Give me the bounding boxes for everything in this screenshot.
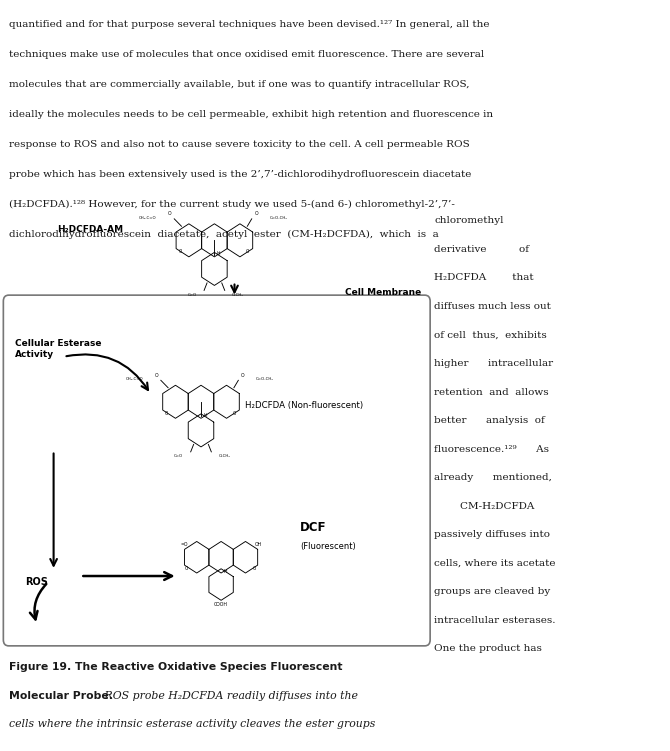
Text: H: H	[203, 412, 207, 418]
Text: CH₃-C=O: CH₃-C=O	[125, 378, 143, 382]
Text: Cellular Esterase
Activity: Cellular Esterase Activity	[15, 339, 101, 359]
Text: Molecular Probe.: Molecular Probe.	[9, 691, 113, 701]
Text: ROS probe H₂DCFDA readily diffuses into the: ROS probe H₂DCFDA readily diffuses into …	[101, 691, 358, 701]
Text: H₂DCFDA        that: H₂DCFDA that	[434, 273, 534, 282]
Text: Cl: Cl	[165, 411, 170, 416]
Text: already      mentioned,: already mentioned,	[434, 473, 552, 482]
Text: H: H	[216, 251, 220, 256]
Text: ideally the molecules needs to be cell permeable, exhibit high retention and flu: ideally the molecules needs to be cell p…	[9, 110, 493, 119]
Text: Cl: Cl	[246, 249, 250, 255]
Text: OH: OH	[255, 542, 262, 547]
Text: O: O	[255, 211, 258, 216]
Text: O-CH₃: O-CH₃	[232, 292, 244, 297]
Text: (H₂DCFDA).¹²⁸ However, for the current study we used 5-(and 6-) chloromethyl-2’,: (H₂DCFDA).¹²⁸ However, for the current s…	[9, 200, 454, 209]
Text: Cl: Cl	[232, 411, 237, 416]
Text: Cl: Cl	[179, 249, 183, 255]
Text: passively diffuses into: passively diffuses into	[434, 530, 550, 539]
Text: Figure 19. The Reactive Oxidative Species Fluorescent: Figure 19. The Reactive Oxidative Specie…	[9, 662, 342, 672]
Text: Cell Membrane: Cell Membrane	[345, 288, 421, 297]
Text: C=O-CH₃: C=O-CH₃	[269, 216, 287, 220]
Text: diffuses much less out: diffuses much less out	[434, 302, 551, 311]
Text: Cl: Cl	[253, 566, 257, 571]
Text: probe which has been extensively used is the 2’,7’-dichlorodihydrofluorescein di: probe which has been extensively used is…	[9, 170, 471, 179]
Text: cells, where its acetate: cells, where its acetate	[434, 559, 555, 568]
Text: CH₃-C=O: CH₃-C=O	[139, 216, 157, 220]
Text: H₂DCFDA (Non-fluorescent): H₂DCFDA (Non-fluorescent)	[245, 401, 362, 410]
Text: derivative          of: derivative of	[434, 245, 529, 254]
Text: H: H	[223, 569, 226, 574]
Text: chloromethyl: chloromethyl	[434, 216, 504, 225]
Text: C=O-CH₃: C=O-CH₃	[256, 378, 274, 382]
Text: (Fluorescent): (Fluorescent)	[300, 542, 356, 551]
Text: DCF: DCF	[300, 520, 327, 534]
Text: molecules that are commercially available, but if one was to quantify intracellu: molecules that are commercially availabl…	[9, 80, 469, 89]
Text: =O: =O	[180, 542, 188, 547]
Text: H₂DCFDA-AM: H₂DCFDA-AM	[57, 225, 123, 234]
Text: C=O: C=O	[188, 292, 197, 297]
Text: O: O	[155, 372, 158, 378]
Text: techniques make use of molecules that once oxidised emit fluorescence. There are: techniques make use of molecules that on…	[9, 50, 484, 59]
Text: O-CH₃: O-CH₃	[218, 454, 230, 458]
Text: intracellular esterases.: intracellular esterases.	[434, 616, 555, 625]
Text: C=O: C=O	[174, 454, 184, 458]
Text: O: O	[168, 211, 172, 216]
Text: response to ROS and also not to cause severe toxicity to the cell. A cell permea: response to ROS and also not to cause se…	[9, 140, 470, 149]
Text: better      analysis  of: better analysis of	[434, 416, 545, 425]
Text: cells where the intrinsic esterase activity cleaves the ester groups: cells where the intrinsic esterase activ…	[9, 719, 375, 729]
Text: of cell  thus,  exhibits: of cell thus, exhibits	[434, 330, 547, 339]
Text: O: O	[241, 372, 245, 378]
Text: Cl: Cl	[185, 566, 189, 571]
Text: CM-H₂DCFDA: CM-H₂DCFDA	[434, 502, 535, 511]
Text: higher      intracellular: higher intracellular	[434, 359, 553, 368]
Text: One the product has: One the product has	[434, 644, 542, 653]
Text: retention  and  allows: retention and allows	[434, 388, 549, 397]
Text: quantified and for that purpose several techniques have been devised.¹²⁷ In gene: quantified and for that purpose several …	[9, 20, 489, 29]
Text: fluorescence.¹²⁹      As: fluorescence.¹²⁹ As	[434, 445, 549, 454]
Text: groups are cleaved by: groups are cleaved by	[434, 587, 551, 596]
FancyBboxPatch shape	[3, 295, 430, 646]
Text: COOH: COOH	[214, 602, 228, 607]
Text: ROS: ROS	[25, 577, 48, 587]
Text: dichlorodihydrofluorescein  diacetate,  acetyl  ester  (CM-H₂DCFDA),  which  is : dichlorodihydrofluorescein diacetate, ac…	[9, 230, 438, 239]
